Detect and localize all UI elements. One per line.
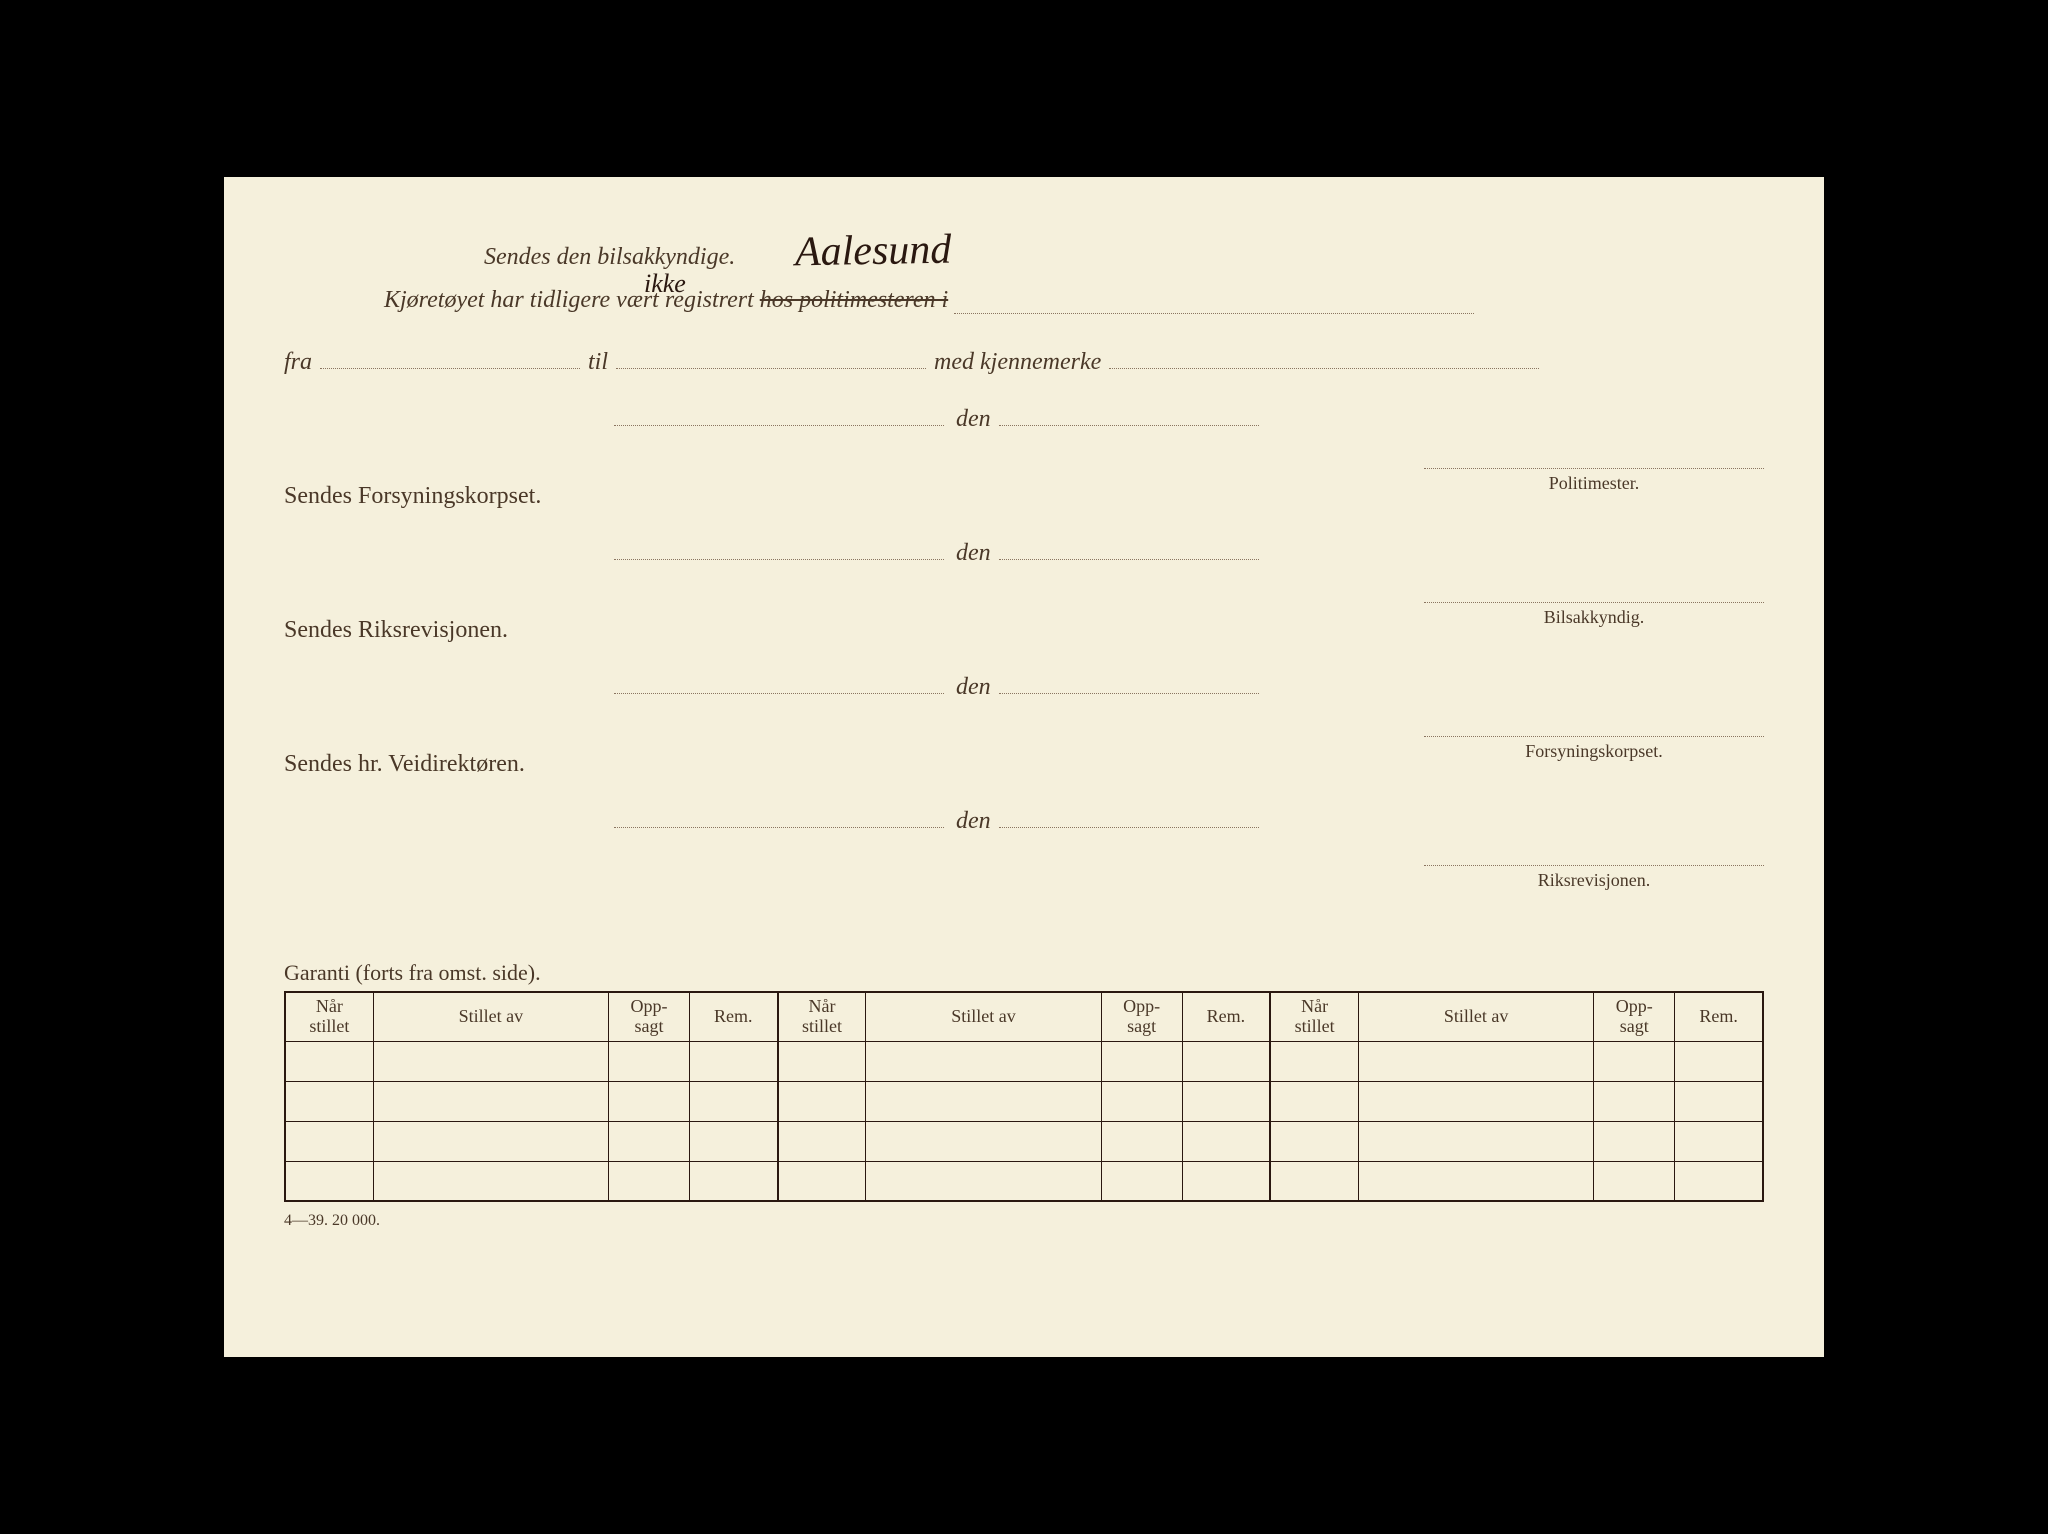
section-label-1: Sendes Forsyningskorpset. [284,483,614,510]
th-stillet-1: Stillet av [373,992,608,1041]
place-fill-0 [614,425,944,426]
th-rem-1: Rem. [689,992,777,1041]
th-stillet-3: Stillet av [1359,992,1594,1041]
date-fill-0 [999,425,1259,426]
date-fill-1 [999,559,1259,560]
document-page: Sendes den bilsakkyndige. Aalesund ikke … [224,177,1824,1357]
th-nar-2: Nårstillet [778,992,866,1041]
den-label-0: den [956,406,991,433]
garanti-table: Nårstillet Stillet av Opp-sagt Rem. Nårs… [284,991,1764,1202]
place-fill-2 [614,693,944,694]
th-opp-1: Opp-sagt [609,992,690,1041]
th-rem-2: Rem. [1182,992,1270,1041]
final-signature-row: Riksrevisjonen. [284,865,1764,905]
table-body [285,1041,1763,1201]
table-header-row: Nårstillet Stillet av Opp-sagt Rem. Nårs… [285,992,1763,1041]
med-label: med kjennemerke [934,349,1101,376]
table-row [285,1041,1763,1081]
place-fill-3 [614,827,944,828]
til-label: til [588,349,608,376]
date-fill-3 [999,827,1259,828]
section-forsyningskorpset: Sendes Forsyningskorpset. Politimester. … [284,483,1764,567]
th-rem-3: Rem. [1675,992,1763,1041]
sendes-bilsakkyndige-text: Sendes den bilsakkyndige. [484,244,735,271]
footer-text: 4—39. 20 000. [284,1212,1764,1230]
signature-line-3 [1424,736,1764,737]
th-stillet-2: Stillet av [866,992,1101,1041]
den-label-3: den [956,808,991,835]
place-fill-1 [614,559,944,560]
date-fill-2 [999,693,1259,694]
til-fill [616,368,926,369]
th-opp-2: Opp-sagt [1101,992,1182,1041]
table-row [285,1081,1763,1121]
kjennemerke-fill [1109,368,1539,369]
th-nar-3: Nårstillet [1270,992,1358,1041]
th-nar-1: Nårstillet [285,992,373,1041]
table-row [285,1161,1763,1201]
header-line-2: ikke Kjøretøyet har tidligere vært regis… [384,287,1764,314]
fra-fill [320,368,580,369]
signature-line-1 [1424,468,1764,469]
signature-label-4: Riksrevisjonen. [1538,870,1651,890]
signature-line-2 [1424,602,1764,603]
signature-line-4 [1424,865,1764,866]
th-opp-3: Opp-sagt [1594,992,1675,1041]
section-label-2: Sendes Riksrevisjonen. [284,617,614,644]
signature-label-2: Bilsakkyndig. [1544,607,1645,627]
den-label-1: den [956,540,991,567]
section-veidirektoren: Sendes hr. Veidirektøren. Forsyningskorp… [284,751,1764,835]
den-row-0: den [284,406,1764,433]
struck-text: hos politimesteren i [760,287,948,313]
handwritten-ikke: ikke [644,269,686,299]
fill-line [954,313,1474,314]
signature-label-1: Politimester. [1549,473,1640,493]
garanti-title: Garanti (forts fra omst. side). [284,960,1764,986]
registered-prefix: Kjøretøyet har tidligere vært registrert [384,287,760,313]
fra-label: fra [284,349,312,376]
header-line-1: Sendes den bilsakkyndige. Aalesund [484,227,1764,275]
section-riksrevisjonen: Sendes Riksrevisjonen. Bilsakkyndig. den [284,617,1764,701]
fra-til-row: fra til med kjennemerke [284,349,1764,376]
signature-label-3: Forsyningskorpset. [1525,741,1663,761]
den-label-2: den [956,674,991,701]
section-label-3: Sendes hr. Veidirektøren. [284,751,614,778]
table-row [285,1121,1763,1161]
handwritten-location: Aalesund [795,226,952,277]
